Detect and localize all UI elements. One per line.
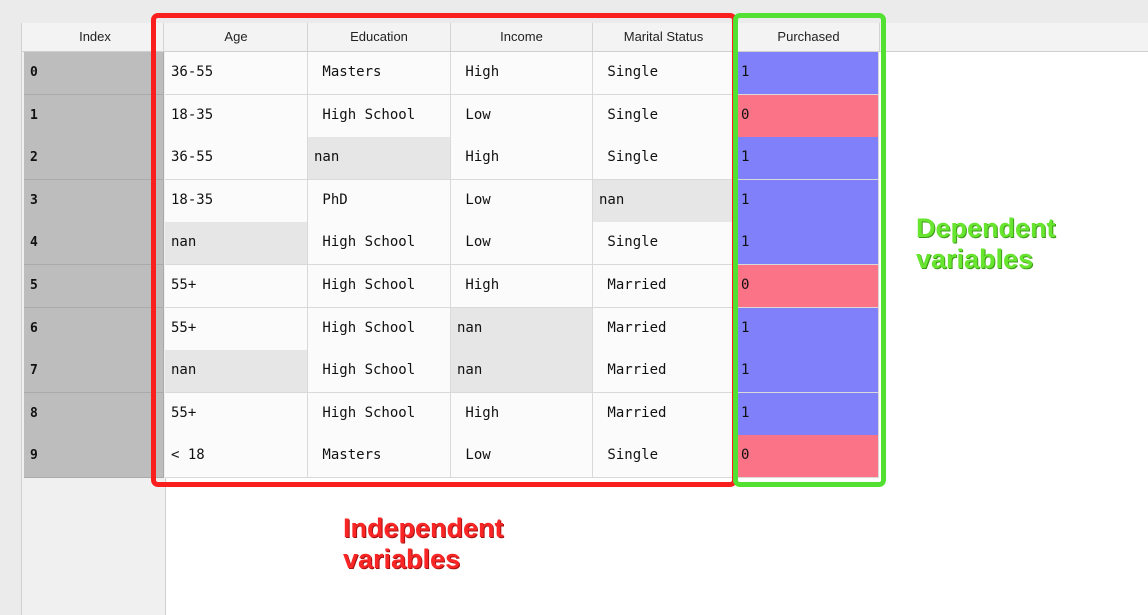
- education-cell[interactable]: High School: [308, 307, 451, 351]
- index-cell[interactable]: 0: [24, 52, 164, 95]
- independent-variables-label: Independent variables: [343, 513, 504, 574]
- education-cell[interactable]: Masters: [308, 435, 451, 479]
- education-cell[interactable]: nan: [308, 137, 451, 181]
- index-cell[interactable]: 6: [24, 307, 164, 351]
- purchased-cell[interactable]: 0: [738, 435, 879, 479]
- marital-status-cell[interactable]: Single: [593, 94, 735, 138]
- header-index[interactable]: Index: [27, 23, 164, 51]
- marital-status-cell[interactable]: Single: [593, 52, 735, 95]
- income-cell[interactable]: Low: [451, 435, 593, 479]
- purchased-cell[interactable]: 0: [738, 94, 879, 138]
- income-cell[interactable]: Low: [451, 179, 593, 223]
- age-cell[interactable]: 18-35: [165, 179, 308, 223]
- income-cell[interactable]: nan: [451, 307, 593, 351]
- header-age[interactable]: Age: [165, 23, 308, 51]
- marital-status-cell[interactable]: nan: [593, 179, 735, 223]
- income-cell[interactable]: Low: [451, 222, 593, 266]
- marital-status-cell[interactable]: Married: [593, 265, 735, 308]
- index-cell[interactable]: 8: [24, 392, 164, 436]
- age-cell[interactable]: 18-35: [165, 94, 308, 138]
- education-cell[interactable]: High School: [308, 94, 451, 138]
- income-cell[interactable]: Low: [451, 94, 593, 138]
- marital-status-cell[interactable]: Single: [593, 435, 735, 479]
- income-cell[interactable]: High: [451, 52, 593, 95]
- purchased-cell[interactable]: 1: [738, 307, 879, 351]
- income-cell[interactable]: High: [451, 265, 593, 308]
- age-cell[interactable]: 36-55: [165, 137, 308, 181]
- index-cell[interactable]: 7: [24, 350, 164, 394]
- index-cell[interactable]: 4: [24, 222, 164, 266]
- marital-status-cell[interactable]: Single: [593, 222, 735, 266]
- header-purchased[interactable]: Purchased: [738, 23, 880, 51]
- dependent-variables-label: Dependent variables: [916, 213, 1056, 274]
- index-cell[interactable]: 3: [24, 179, 164, 223]
- education-cell[interactable]: High School: [308, 222, 451, 266]
- header-marital-status[interactable]: Marital Status: [593, 23, 735, 51]
- income-cell[interactable]: High: [451, 137, 593, 181]
- header-education[interactable]: Education: [308, 23, 451, 51]
- education-cell[interactable]: PhD: [308, 179, 451, 223]
- purchased-cell[interactable]: 1: [738, 392, 879, 436]
- age-cell[interactable]: nan: [165, 222, 308, 266]
- education-cell[interactable]: Masters: [308, 52, 451, 95]
- purchased-cell[interactable]: 1: [738, 137, 879, 181]
- income-cell[interactable]: nan: [451, 350, 593, 394]
- education-cell[interactable]: High School: [308, 392, 451, 436]
- index-cell[interactable]: 1: [24, 94, 164, 138]
- education-cell[interactable]: High School: [308, 350, 451, 394]
- age-cell[interactable]: 55+: [165, 307, 308, 351]
- purchased-cell[interactable]: 1: [738, 52, 879, 95]
- age-cell[interactable]: 36-55: [165, 52, 308, 95]
- age-cell[interactable]: nan: [165, 350, 308, 394]
- education-cell[interactable]: High School: [308, 265, 451, 308]
- marital-status-cell[interactable]: Single: [593, 137, 735, 181]
- purchased-cell[interactable]: 0: [738, 265, 879, 308]
- index-cell[interactable]: 5: [24, 265, 164, 308]
- income-cell[interactable]: High: [451, 392, 593, 436]
- index-cell[interactable]: 2: [24, 137, 164, 181]
- header-income[interactable]: Income: [451, 23, 593, 51]
- purchased-cell[interactable]: 1: [738, 222, 879, 266]
- marital-status-cell[interactable]: Married: [593, 307, 735, 351]
- age-cell[interactable]: 55+: [165, 392, 308, 436]
- age-cell[interactable]: 55+: [165, 265, 308, 308]
- purchased-cell[interactable]: 1: [738, 350, 879, 394]
- marital-status-cell[interactable]: Married: [593, 350, 735, 394]
- index-cell[interactable]: 9: [24, 435, 164, 479]
- age-cell[interactable]: < 18: [165, 435, 308, 479]
- marital-status-cell[interactable]: Married: [593, 392, 735, 436]
- purchased-cell[interactable]: 1: [738, 179, 879, 223]
